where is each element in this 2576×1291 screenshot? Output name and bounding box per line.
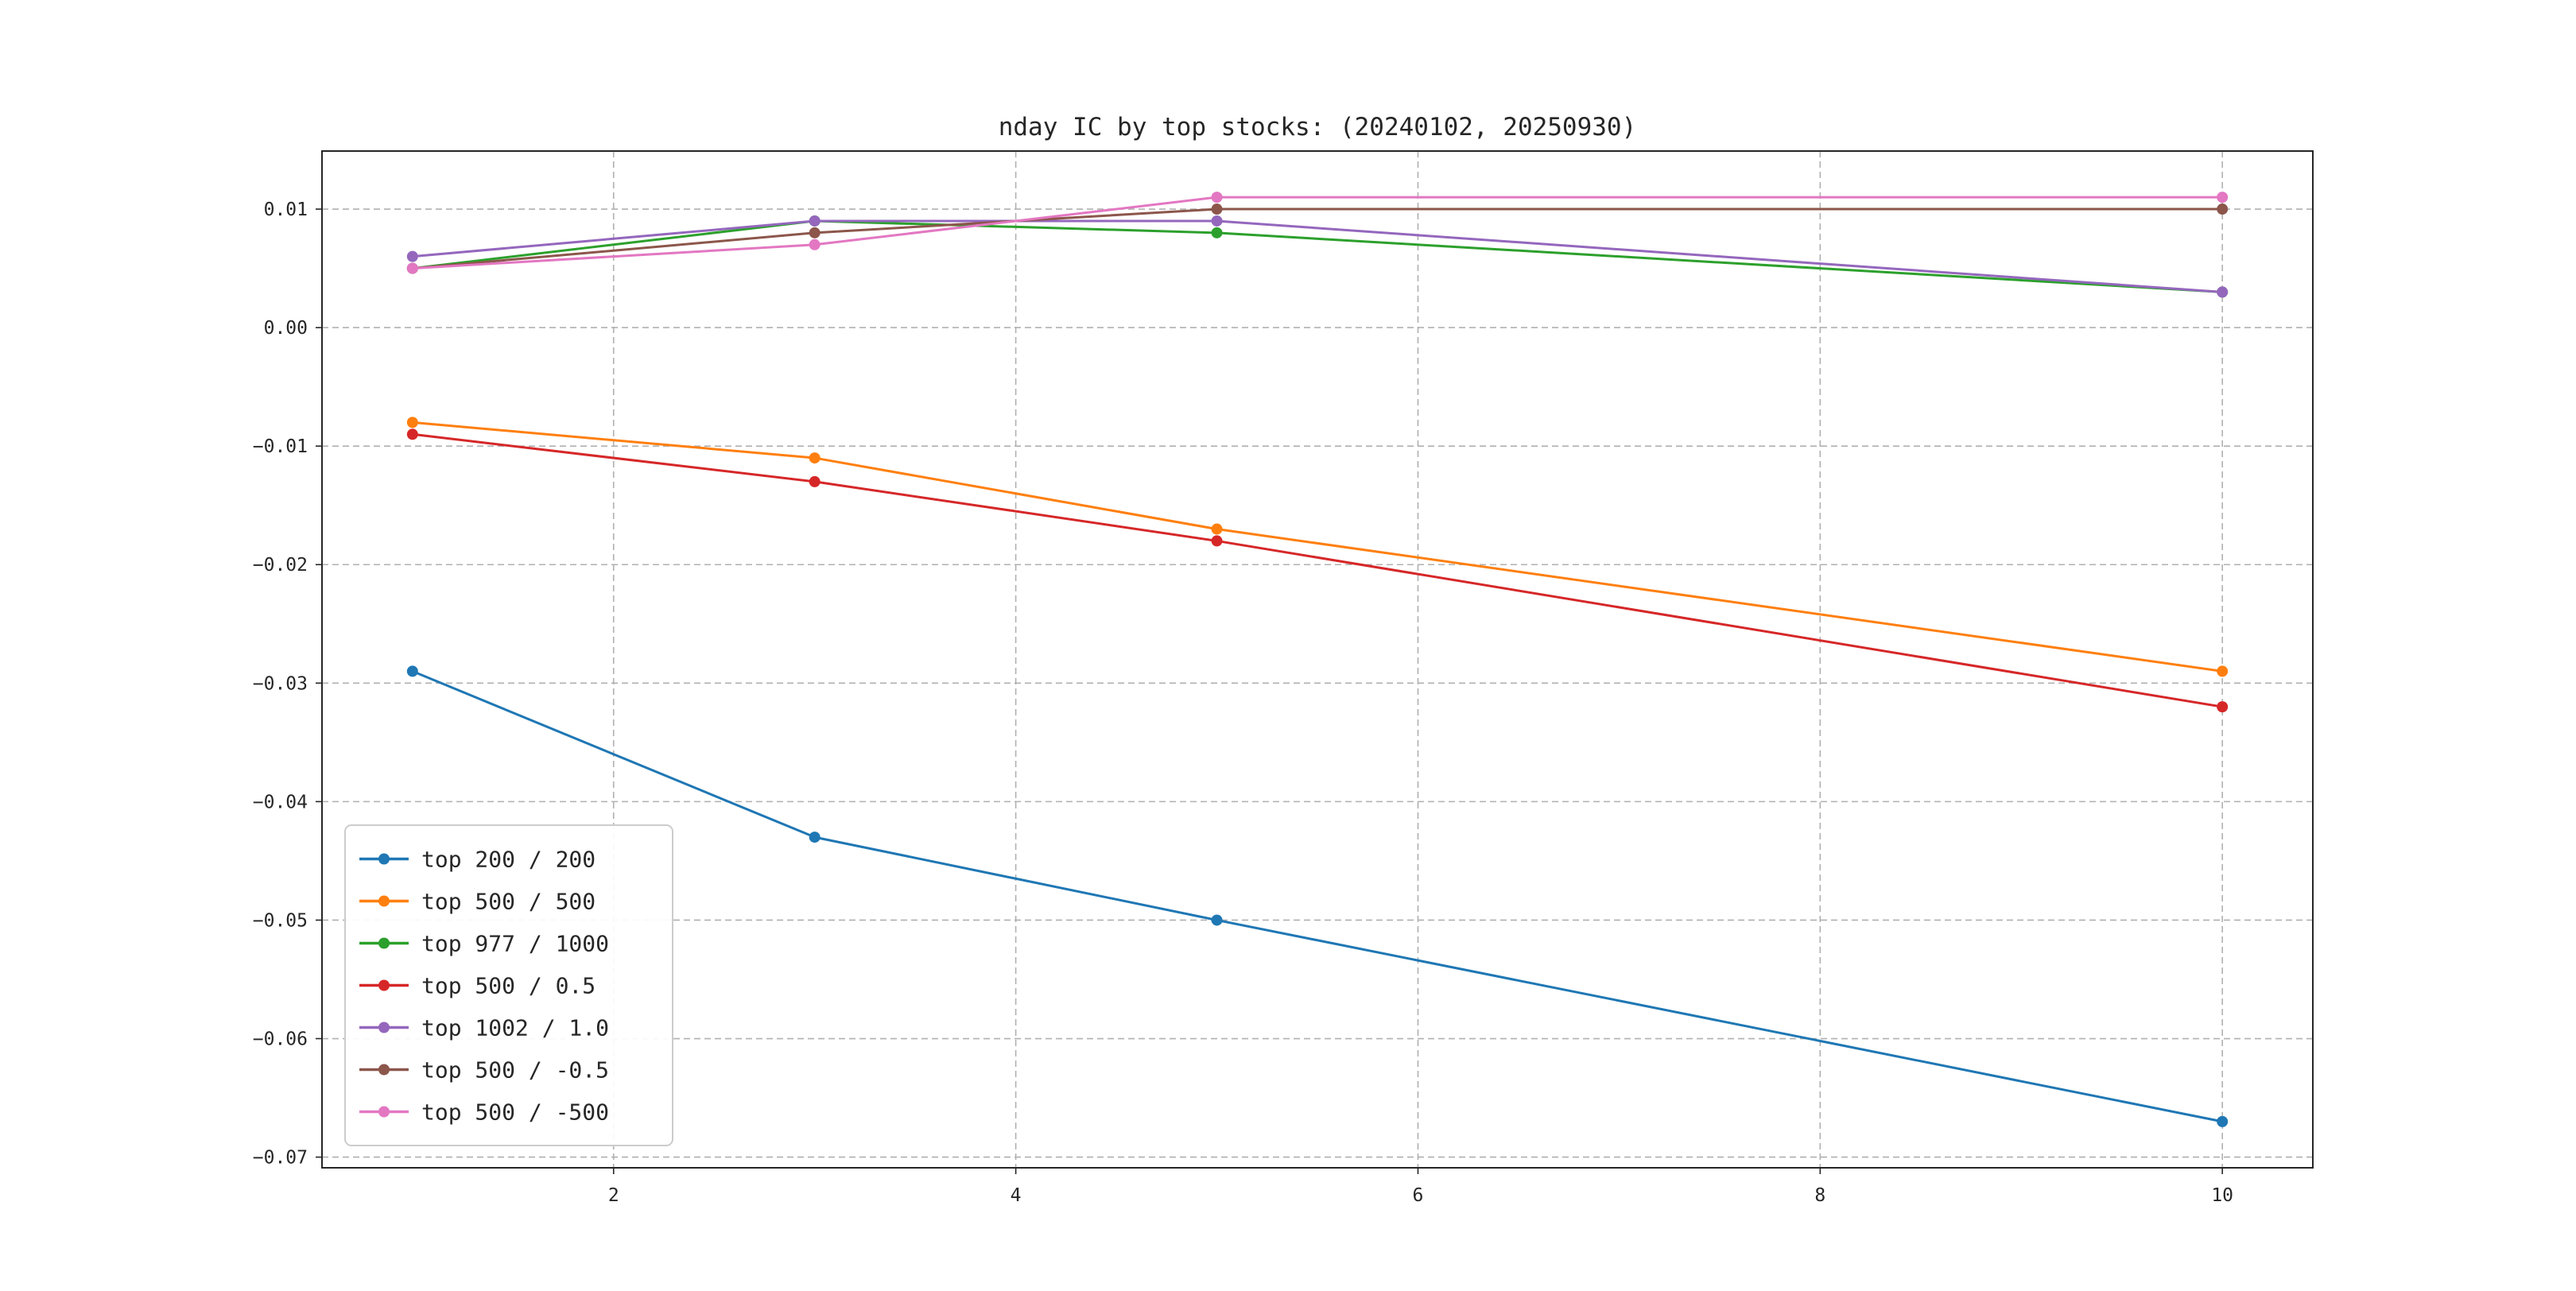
legend-marker [378,937,390,949]
data-point [2217,701,2229,713]
chart-title: nday IC by top stocks: (20240102, 202509… [999,113,1637,142]
legend-label: top 500 / -0.5 [421,1057,609,1084]
legend: top 200 / 200 top 500 / 500 top 977 / 1000… [344,824,673,1146]
series-line-6 [412,196,2223,270]
y-tick-label: −0.03 [253,673,308,694]
series-line-3 [412,432,2223,708]
y-tick-label: −0.07 [253,1148,308,1169]
y-tick-label: 0.01 [264,200,308,220]
legend-label: top 200 / 200 [421,847,596,873]
legend-label: top 977 / 1000 [421,931,609,957]
data-point [2217,286,2229,298]
data-point [406,262,418,274]
legend-marker [378,895,390,907]
series-line-1 [412,421,2223,673]
data-point [1211,523,1223,535]
legend-marker [378,853,390,865]
data-point [406,428,418,440]
series-line-2 [412,219,2223,293]
legend-label: top 500 / 0.5 [421,973,596,999]
legend-marker [378,979,390,991]
legend-label: top 500 / 500 [421,889,596,915]
y-tick-label: −0.02 [253,555,308,576]
y-tick-label: −0.01 [253,436,308,457]
x-tick-label: 4 [1011,1185,1022,1206]
plot-border [321,150,2314,1169]
data-point [2217,1115,2229,1127]
y-tick-label: −0.04 [253,792,308,812]
data-point [1211,914,1223,926]
data-point [406,417,418,428]
data-point [1211,535,1223,547]
legend-marker [378,1064,390,1076]
y-tick-label: 0.00 [264,318,308,339]
data-point [1211,204,1223,215]
x-tick-label: 10 [2211,1185,2233,1206]
legend-marker [378,1022,390,1033]
data-point [2217,192,2229,204]
legend-label: top 1002 / 1.0 [421,1015,609,1041]
axes: 2 4 6 8 10 0.01 0.00 −0.01 −0.02 −0.03 −0.04 −0.05 −… [253,150,2314,1206]
data-point [406,665,418,677]
data-point [2217,204,2229,215]
data-point [809,227,821,238]
data-point [809,215,821,227]
series [406,192,2229,1127]
data-point [406,250,418,262]
y-tick-label: −0.06 [253,1029,308,1050]
data-point [809,475,821,487]
data-point [1211,215,1223,227]
legend-box [344,824,673,1146]
legend-marker [378,1106,390,1118]
data-point [1211,227,1223,238]
data-point [809,452,821,464]
legend-label: top 500 / -500 [421,1099,609,1126]
x-tick-label: 2 [608,1185,619,1206]
data-point [2217,665,2229,677]
series-line-0 [412,670,2223,1123]
data-point [809,832,821,843]
data-point [809,238,821,250]
y-tick-label: −0.05 [253,910,308,931]
data-point [1211,192,1223,204]
x-tick-label: 8 [1814,1185,1825,1206]
series-line-4 [412,219,2223,293]
grid-lines [322,151,2313,1168]
x-tick-label: 6 [1413,1185,1424,1206]
